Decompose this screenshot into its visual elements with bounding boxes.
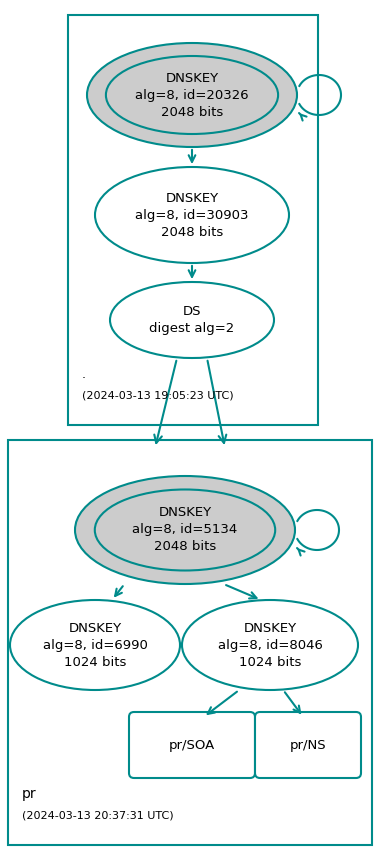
FancyBboxPatch shape <box>255 712 361 778</box>
Text: (2024-03-13 19:05:23 UTC): (2024-03-13 19:05:23 UTC) <box>82 390 234 400</box>
Text: pr/SOA: pr/SOA <box>169 739 215 752</box>
Bar <box>8 440 372 845</box>
Text: pr: pr <box>22 787 36 801</box>
Ellipse shape <box>87 43 297 147</box>
Text: DNSKEY
alg=8, id=5134
2048 bits: DNSKEY alg=8, id=5134 2048 bits <box>132 507 238 554</box>
Text: (2024-03-13 20:37:31 UTC): (2024-03-13 20:37:31 UTC) <box>22 810 174 820</box>
Ellipse shape <box>75 476 295 584</box>
Ellipse shape <box>106 56 278 134</box>
Text: DNSKEY
alg=8, id=30903
2048 bits: DNSKEY alg=8, id=30903 2048 bits <box>135 191 249 239</box>
Ellipse shape <box>95 490 275 571</box>
Ellipse shape <box>95 167 289 263</box>
Text: pr/NS: pr/NS <box>290 739 326 752</box>
Text: DS
digest alg=2: DS digest alg=2 <box>149 305 234 335</box>
Text: DNSKEY
alg=8, id=8046
1024 bits: DNSKEY alg=8, id=8046 1024 bits <box>218 621 323 669</box>
Ellipse shape <box>110 282 274 358</box>
Text: DNSKEY
alg=8, id=6990
1024 bits: DNSKEY alg=8, id=6990 1024 bits <box>43 621 147 669</box>
Bar <box>68 15 318 425</box>
FancyBboxPatch shape <box>129 712 255 778</box>
Text: .: . <box>82 368 86 381</box>
Text: DNSKEY
alg=8, id=20326
2048 bits: DNSKEY alg=8, id=20326 2048 bits <box>135 72 249 119</box>
Ellipse shape <box>10 600 180 690</box>
Ellipse shape <box>182 600 358 690</box>
